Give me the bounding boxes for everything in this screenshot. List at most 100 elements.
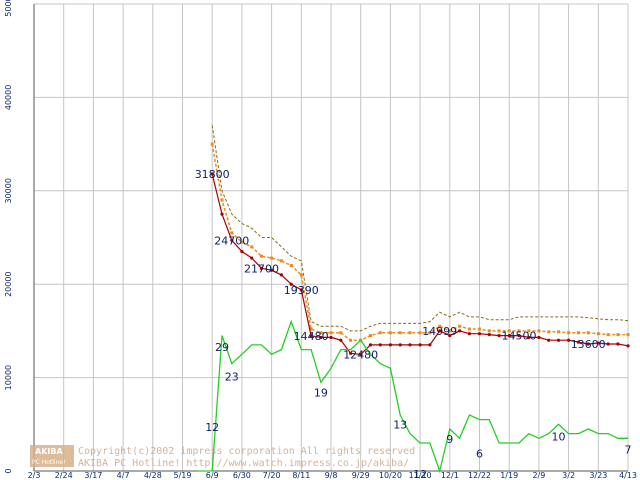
point-price_min xyxy=(616,342,620,346)
x-tick-label: 10/20 xyxy=(379,471,402,480)
point-price_min xyxy=(487,333,491,337)
y-tick-label: 30000 xyxy=(4,178,13,203)
point-price_avg xyxy=(527,329,531,333)
point-price_avg xyxy=(349,338,353,342)
x-tick-label: 3/23 xyxy=(589,471,607,480)
data-label: 19 xyxy=(314,387,328,400)
point-price_min xyxy=(329,335,333,340)
data-label: 29 xyxy=(215,341,229,354)
point-price_avg xyxy=(438,324,442,328)
point-price_min xyxy=(458,329,462,333)
point-price_avg xyxy=(418,331,422,335)
data-label: 19390 xyxy=(284,284,319,297)
point-price_min xyxy=(319,335,323,340)
point-price_avg xyxy=(557,330,561,334)
point-price_avg xyxy=(467,327,471,331)
point-price_min xyxy=(368,343,373,347)
point-price_min xyxy=(240,249,244,254)
point-price_avg xyxy=(329,331,333,335)
point-price_avg xyxy=(547,330,551,334)
point-price_avg xyxy=(537,329,541,333)
point-price_min xyxy=(517,333,521,338)
point-price_min xyxy=(279,273,284,277)
point-price_avg xyxy=(616,333,620,337)
x-tick-label: 2/24 xyxy=(55,471,73,480)
point-price_avg xyxy=(408,331,412,335)
data-label: 10 xyxy=(552,430,566,443)
x-tick-label: 6/30 xyxy=(233,471,251,480)
point-price_min xyxy=(378,343,382,347)
point-price_min xyxy=(230,238,234,242)
point-price_min xyxy=(497,333,501,338)
x-tick-label: 3/17 xyxy=(84,471,102,480)
point-price_avg xyxy=(270,256,274,260)
x-tick-label: 12/22 xyxy=(468,471,491,480)
point-price_avg xyxy=(210,142,214,146)
y-tick-label: 0 xyxy=(4,468,13,473)
data-label: 23 xyxy=(225,371,239,384)
point-price_min xyxy=(388,343,392,347)
point-price_min xyxy=(477,332,482,336)
point-price_avg xyxy=(458,324,462,328)
grid-lines xyxy=(33,3,629,472)
data-label: 6 xyxy=(476,447,483,460)
point-price_avg xyxy=(497,329,501,333)
point-price_avg xyxy=(586,331,590,335)
point-price_min xyxy=(507,333,511,338)
logo-text-bottom: PC Hotline! xyxy=(32,459,65,466)
point-price_avg xyxy=(319,331,323,335)
watermark: AKIBA PC Hotline! Copyright(c)2002 impre… xyxy=(30,445,415,469)
y-tick-label: 20000 xyxy=(4,271,13,296)
data-label: 9 xyxy=(446,433,453,446)
x-tick-label: 3/2 xyxy=(562,471,575,480)
point-price_min xyxy=(547,338,551,342)
point-price_avg xyxy=(428,331,432,335)
point-price_min xyxy=(567,338,571,342)
point-price_avg xyxy=(250,245,254,249)
data-label: 14480 xyxy=(294,330,329,343)
point-price_min xyxy=(537,335,541,340)
point-price_avg xyxy=(626,333,630,337)
point-price_min xyxy=(467,332,472,336)
x-tick-label: 2/3 xyxy=(28,471,41,480)
point-price_avg xyxy=(398,331,402,335)
x-tick-label: 5/19 xyxy=(174,471,192,480)
point-price_min xyxy=(606,342,610,346)
data-label: 21700 xyxy=(244,262,279,275)
y-tick-label: 10000 xyxy=(4,365,13,390)
x-tick-label: 9/8 xyxy=(325,471,338,480)
y-tick-label: 50000 xyxy=(4,0,13,17)
point-price_avg xyxy=(378,331,382,335)
series-line-price_max xyxy=(211,125,629,332)
x-tick-label: 7/20 xyxy=(263,471,281,480)
point-price_min xyxy=(339,338,343,342)
point-price_min xyxy=(220,212,224,216)
data-label: 12 xyxy=(205,421,219,434)
point-price_avg xyxy=(388,331,392,335)
url-line: AKIBA PC Hotline! http://www.watch.impre… xyxy=(78,458,409,469)
point-price_min xyxy=(448,333,452,338)
data-label: 14999 xyxy=(422,325,457,338)
x-tick-labels: 2/3 2/24 3/17 4/7 4/28 5/19 6/9 6/30 7/20 8/11 9/8… xyxy=(28,471,637,480)
data-label: 12 xyxy=(413,468,427,480)
point-price_avg xyxy=(507,329,511,333)
point-price_min xyxy=(349,351,353,355)
point-price_min xyxy=(418,343,422,347)
point-price_avg xyxy=(576,331,580,335)
point-price_min xyxy=(210,172,214,176)
logo-box xyxy=(30,445,74,467)
point-price_avg xyxy=(289,264,293,268)
point-price_min xyxy=(428,343,432,347)
series-lines xyxy=(197,125,630,474)
x-tick-label: 2/9 xyxy=(532,471,545,480)
data-labels: 31800 24700 21700 19390 14480 12480 14999 14500… xyxy=(195,168,632,480)
x-tick-label: 4/13 xyxy=(619,471,637,480)
data-label: 7 xyxy=(625,444,632,457)
point-price_min xyxy=(527,335,531,340)
point-price_min xyxy=(299,288,303,292)
point-price_min xyxy=(359,352,363,357)
data-label: 31800 xyxy=(195,168,230,181)
point-price_min xyxy=(586,342,590,346)
data-label: 13600 xyxy=(571,338,606,351)
